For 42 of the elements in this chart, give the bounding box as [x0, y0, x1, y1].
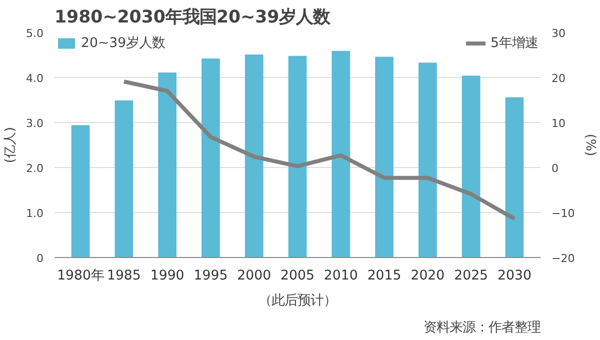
y-tick-label: 5.0: [26, 27, 44, 40]
bar: [462, 76, 480, 258]
x-tick-label: 2010: [324, 268, 358, 284]
y-tick-label: 2.0: [26, 162, 44, 175]
x-tick-label: 2000: [237, 268, 272, 284]
bar: [418, 62, 437, 258]
x-tick-label: 2005: [280, 268, 314, 284]
y-tick-label: 3.0: [26, 117, 44, 130]
y-tick-label: 1.0: [26, 207, 44, 220]
chart-title: 1980~2030年我国20~39岁人数: [54, 8, 332, 28]
bar: [244, 54, 264, 258]
bar: [158, 72, 176, 258]
bar: [202, 58, 220, 258]
y2-tick-label: 20: [552, 72, 566, 85]
legend-label: 5年增速: [490, 34, 538, 52]
bar: [288, 56, 307, 258]
bar: [505, 97, 524, 258]
y2-axis-title: (%): [582, 134, 598, 156]
x-tick-label: 1990: [150, 268, 184, 284]
x-tick-label: 2015: [367, 268, 402, 284]
y2-tick-label: 10: [552, 117, 566, 130]
line-series: [122, 80, 516, 221]
y2-tick-label: 30: [552, 27, 566, 40]
bar: [332, 50, 350, 258]
x-tick-label: 1995: [194, 268, 228, 284]
y2-tick-label: −10: [552, 207, 575, 220]
text: 资料来源：作者整理: [424, 320, 540, 336]
y2-tick-label: 0: [552, 162, 558, 175]
y-tick-label: 0: [36, 252, 44, 265]
x-tick-label: 2020: [410, 268, 445, 284]
x-tick-label: 1980年: [57, 268, 104, 284]
bar: [375, 56, 394, 258]
x-tick-label: 2030: [498, 268, 532, 284]
bar: [71, 125, 90, 258]
text: （此后预计）: [258, 294, 336, 308]
y-tick-label: 4.0: [26, 72, 44, 85]
bar: [114, 100, 134, 258]
x-tick-label: 2025: [454, 268, 488, 284]
legend-label: 20~39岁人数: [81, 35, 166, 52]
x-tick-label: 1985: [106, 268, 141, 284]
y2-tick-label: −20: [552, 252, 575, 265]
y-axis-title: (亿人): [3, 126, 18, 164]
